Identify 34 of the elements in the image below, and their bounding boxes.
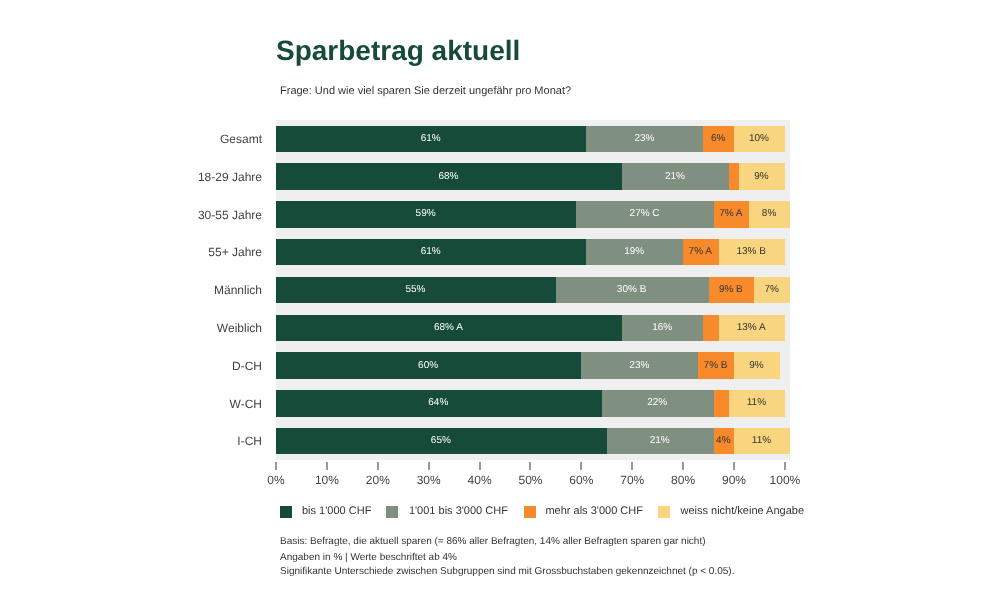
bar [276, 163, 623, 190]
bar [734, 427, 790, 455]
bar [601, 390, 714, 417]
bar [754, 276, 790, 304]
bar [734, 125, 785, 153]
bar [718, 239, 785, 266]
bar [622, 163, 729, 190]
bar [276, 239, 587, 266]
bar [749, 201, 790, 228]
bar [276, 352, 582, 379]
bar [276, 427, 607, 455]
bar [739, 163, 785, 190]
bar [581, 352, 699, 379]
bar [703, 314, 719, 341]
bar [606, 427, 714, 455]
bar [276, 201, 577, 228]
bar [698, 352, 735, 379]
bar [276, 314, 623, 341]
bar [622, 314, 704, 341]
bar [713, 390, 729, 417]
bar [586, 239, 684, 266]
bar [276, 390, 602, 417]
bar [703, 125, 735, 153]
bar [555, 276, 709, 304]
bar [718, 314, 785, 341]
bar [586, 125, 704, 153]
bar [734, 352, 780, 379]
bar [276, 276, 556, 304]
bar [576, 201, 714, 228]
chart-title: Sparbetrag aktuell [276, 34, 521, 66]
bar [728, 163, 740, 190]
bar [728, 390, 785, 417]
bar [713, 201, 750, 228]
bar [276, 125, 587, 153]
